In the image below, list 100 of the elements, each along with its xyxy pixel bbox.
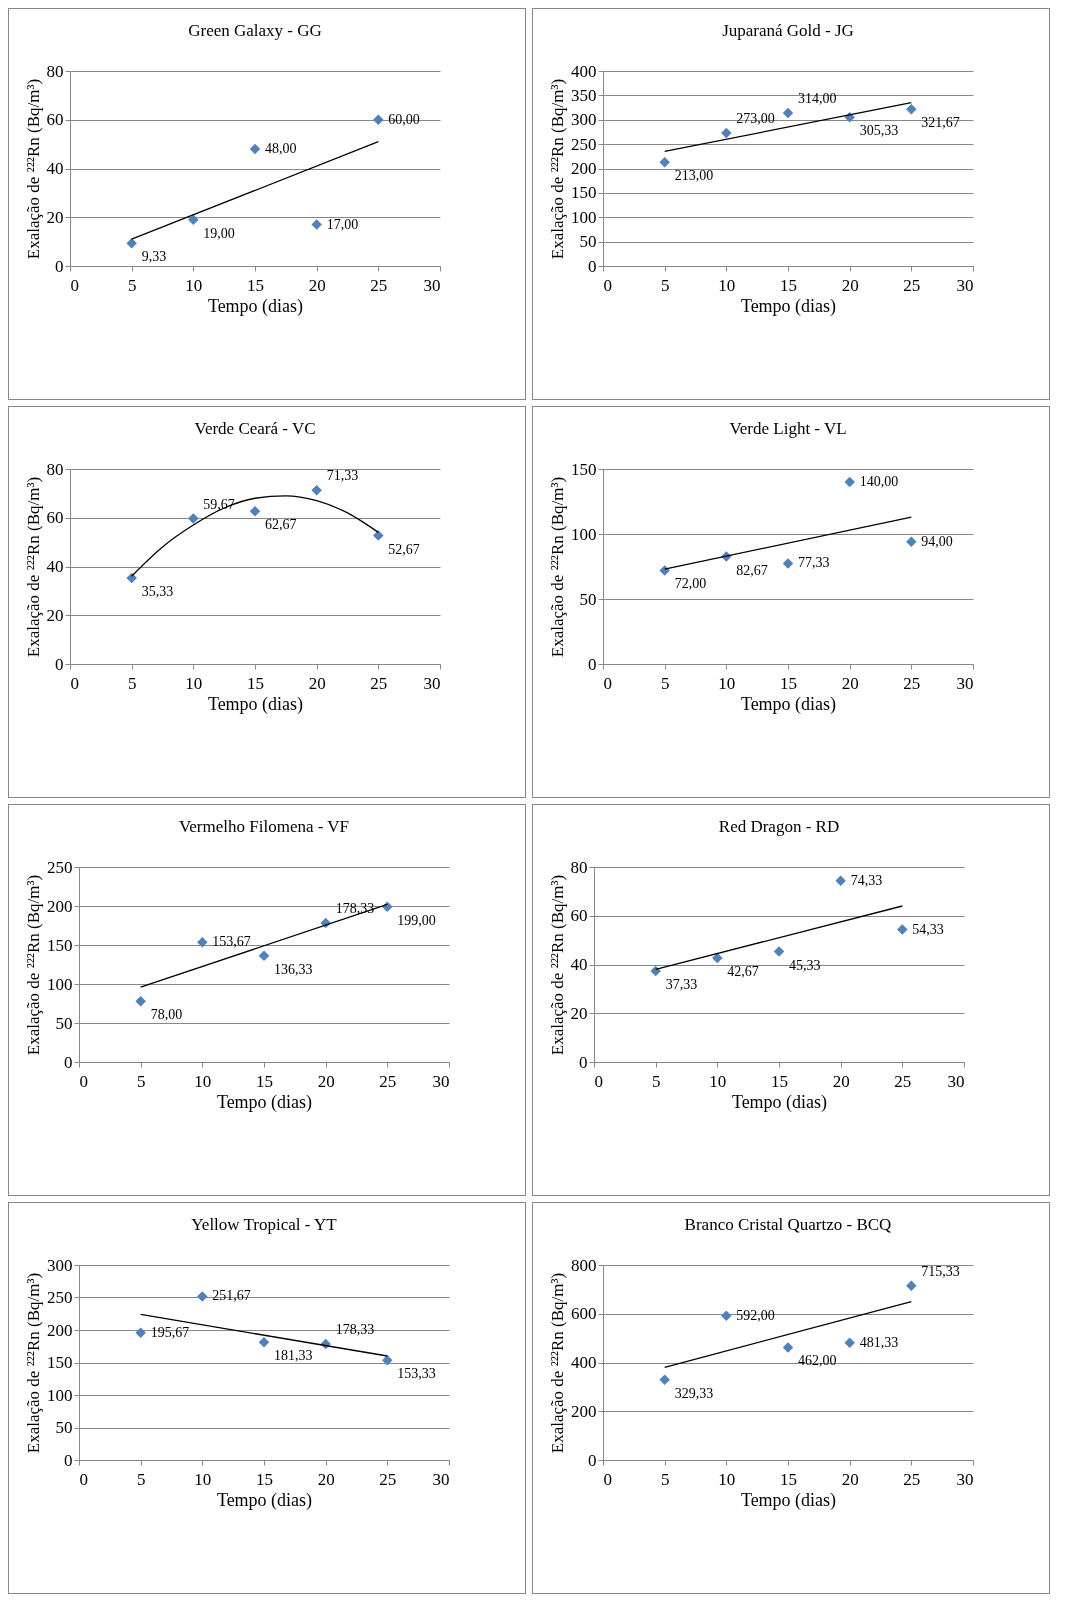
y-tick-label: 200 xyxy=(47,896,73,916)
y-tick-label: 40 xyxy=(570,955,588,974)
point xyxy=(659,1374,670,1385)
data-label: 78,00 xyxy=(150,1007,183,1023)
x-tick-label: 25 xyxy=(894,1071,912,1091)
x-tick-label: 15 xyxy=(780,673,797,693)
x-tick-label: 5 xyxy=(660,275,670,295)
x-tick-label: 5 xyxy=(127,275,137,295)
point xyxy=(782,558,794,569)
y-tick-label: 400 xyxy=(571,1353,597,1372)
x-tick-label: 0 xyxy=(603,673,612,693)
point xyxy=(721,127,732,139)
x-tick-label: 5 xyxy=(136,1469,146,1489)
y-tick-label: 60 xyxy=(570,906,588,926)
y-tick-label: 100 xyxy=(571,524,597,544)
x-tick-label: 25 xyxy=(379,1071,397,1091)
y-tick-label: 150 xyxy=(47,1353,73,1372)
y-tick-label: 0 xyxy=(588,1450,597,1470)
x-tick-label: 0 xyxy=(79,1469,88,1489)
x-tick-label: 10 xyxy=(194,1071,212,1091)
chart-title: Yellow Tropical - YT xyxy=(191,1215,338,1234)
x-tick-label: 30 xyxy=(432,1469,450,1489)
x-axis-title: Tempo (dias) xyxy=(731,1091,828,1113)
data-label: 9,33 xyxy=(141,249,167,265)
x-tick-label: 0 xyxy=(79,1071,88,1091)
x-axis-title: Tempo (dias) xyxy=(207,693,304,715)
point xyxy=(906,103,917,115)
x-axis-title: Tempo (dias) xyxy=(216,1091,313,1113)
x-tick-label: 25 xyxy=(903,1469,921,1489)
x-tick-label: 10 xyxy=(185,275,203,295)
point xyxy=(721,1310,732,1321)
data-label: 54,33 xyxy=(912,921,944,937)
x-tick-label: 5 xyxy=(660,673,670,693)
x-tick-label: 10 xyxy=(194,1469,212,1489)
x-tick-label: 15 xyxy=(780,1469,797,1489)
y-tick-label: 80 xyxy=(570,857,588,877)
x-tick-label: 10 xyxy=(718,1469,736,1489)
y-tick-label: 200 xyxy=(47,1320,73,1340)
y-tick-label: 0 xyxy=(588,654,597,674)
x-tick-label: 15 xyxy=(780,275,797,295)
y-tick-label: 0 xyxy=(55,256,64,276)
y-axis-title: Exalação de ²²²Rn (Bq/m³) xyxy=(23,78,43,260)
y-tick-label: 50 xyxy=(579,232,597,252)
point xyxy=(135,995,146,1007)
x-tick-label: 15 xyxy=(256,1071,273,1091)
x-tick-label: 30 xyxy=(956,673,974,693)
y-tick-label: 600 xyxy=(571,1304,597,1324)
y-tick-label: 250 xyxy=(571,134,597,154)
point xyxy=(311,219,322,230)
y-tick-label: 40 xyxy=(46,557,64,576)
data-label: 481,33 xyxy=(859,1334,899,1350)
data-label: 94,00 xyxy=(921,533,953,549)
data-label: 37,33 xyxy=(665,977,698,993)
data-label: 321,67 xyxy=(921,115,960,131)
x-tick-label: 30 xyxy=(956,1469,974,1489)
y-tick-label: 350 xyxy=(571,85,597,105)
x-tick-label: 20 xyxy=(841,673,859,693)
data-label: 181,33 xyxy=(274,1348,313,1364)
data-label: 213,00 xyxy=(674,168,714,184)
point xyxy=(188,513,199,524)
point xyxy=(782,107,794,119)
data-label: 17,00 xyxy=(326,216,359,232)
y-tick-label: 60 xyxy=(46,508,64,528)
data-label: 153,67 xyxy=(212,934,251,950)
y-axis-title: Exalação de ²²²Rn (Bq/m³) xyxy=(24,1272,43,1454)
point xyxy=(906,1280,917,1291)
chart-title: Verde Ceará - VC xyxy=(194,419,316,438)
y-tick-label: 100 xyxy=(571,207,597,227)
point xyxy=(844,1337,855,1348)
data-label: 178,33 xyxy=(335,1322,375,1338)
point xyxy=(906,536,917,548)
point xyxy=(897,924,908,935)
data-label: 42,67 xyxy=(727,963,759,979)
point xyxy=(773,946,785,957)
x-tick-label: 30 xyxy=(956,275,974,295)
point xyxy=(659,565,670,576)
data-label: 199,00 xyxy=(397,912,436,928)
x-tick-label: 20 xyxy=(841,275,859,295)
y-tick-label: 80 xyxy=(46,459,64,479)
point xyxy=(249,506,261,517)
y-tick-label: 60 xyxy=(46,110,64,130)
x-tick-label: 30 xyxy=(423,275,441,295)
x-tick-label: 5 xyxy=(660,1469,670,1489)
x-tick-label: 20 xyxy=(317,1469,335,1489)
chart-title: Juparaná Gold - JG xyxy=(722,21,854,40)
x-tick-label: 20 xyxy=(308,673,326,693)
x-axis-title: Tempo (dias) xyxy=(740,295,837,317)
x-axis-title: Tempo (dias) xyxy=(740,693,837,715)
y-tick-label: 400 xyxy=(571,61,597,81)
data-label: 48,00 xyxy=(265,141,297,156)
x-tick-label: 30 xyxy=(423,673,441,693)
x-tick-label: 0 xyxy=(603,1469,612,1489)
point xyxy=(835,875,846,887)
data-label: 592,00 xyxy=(736,1307,775,1323)
y-axis-title: Exalação de ²²²Rn (Bq/m³) xyxy=(548,1272,567,1454)
x-tick-label: 5 xyxy=(651,1071,661,1091)
x-tick-label: 20 xyxy=(841,1469,859,1489)
x-tick-label: 15 xyxy=(247,673,264,693)
data-label: 62,67 xyxy=(265,517,297,533)
x-tick-label: 25 xyxy=(370,275,388,295)
